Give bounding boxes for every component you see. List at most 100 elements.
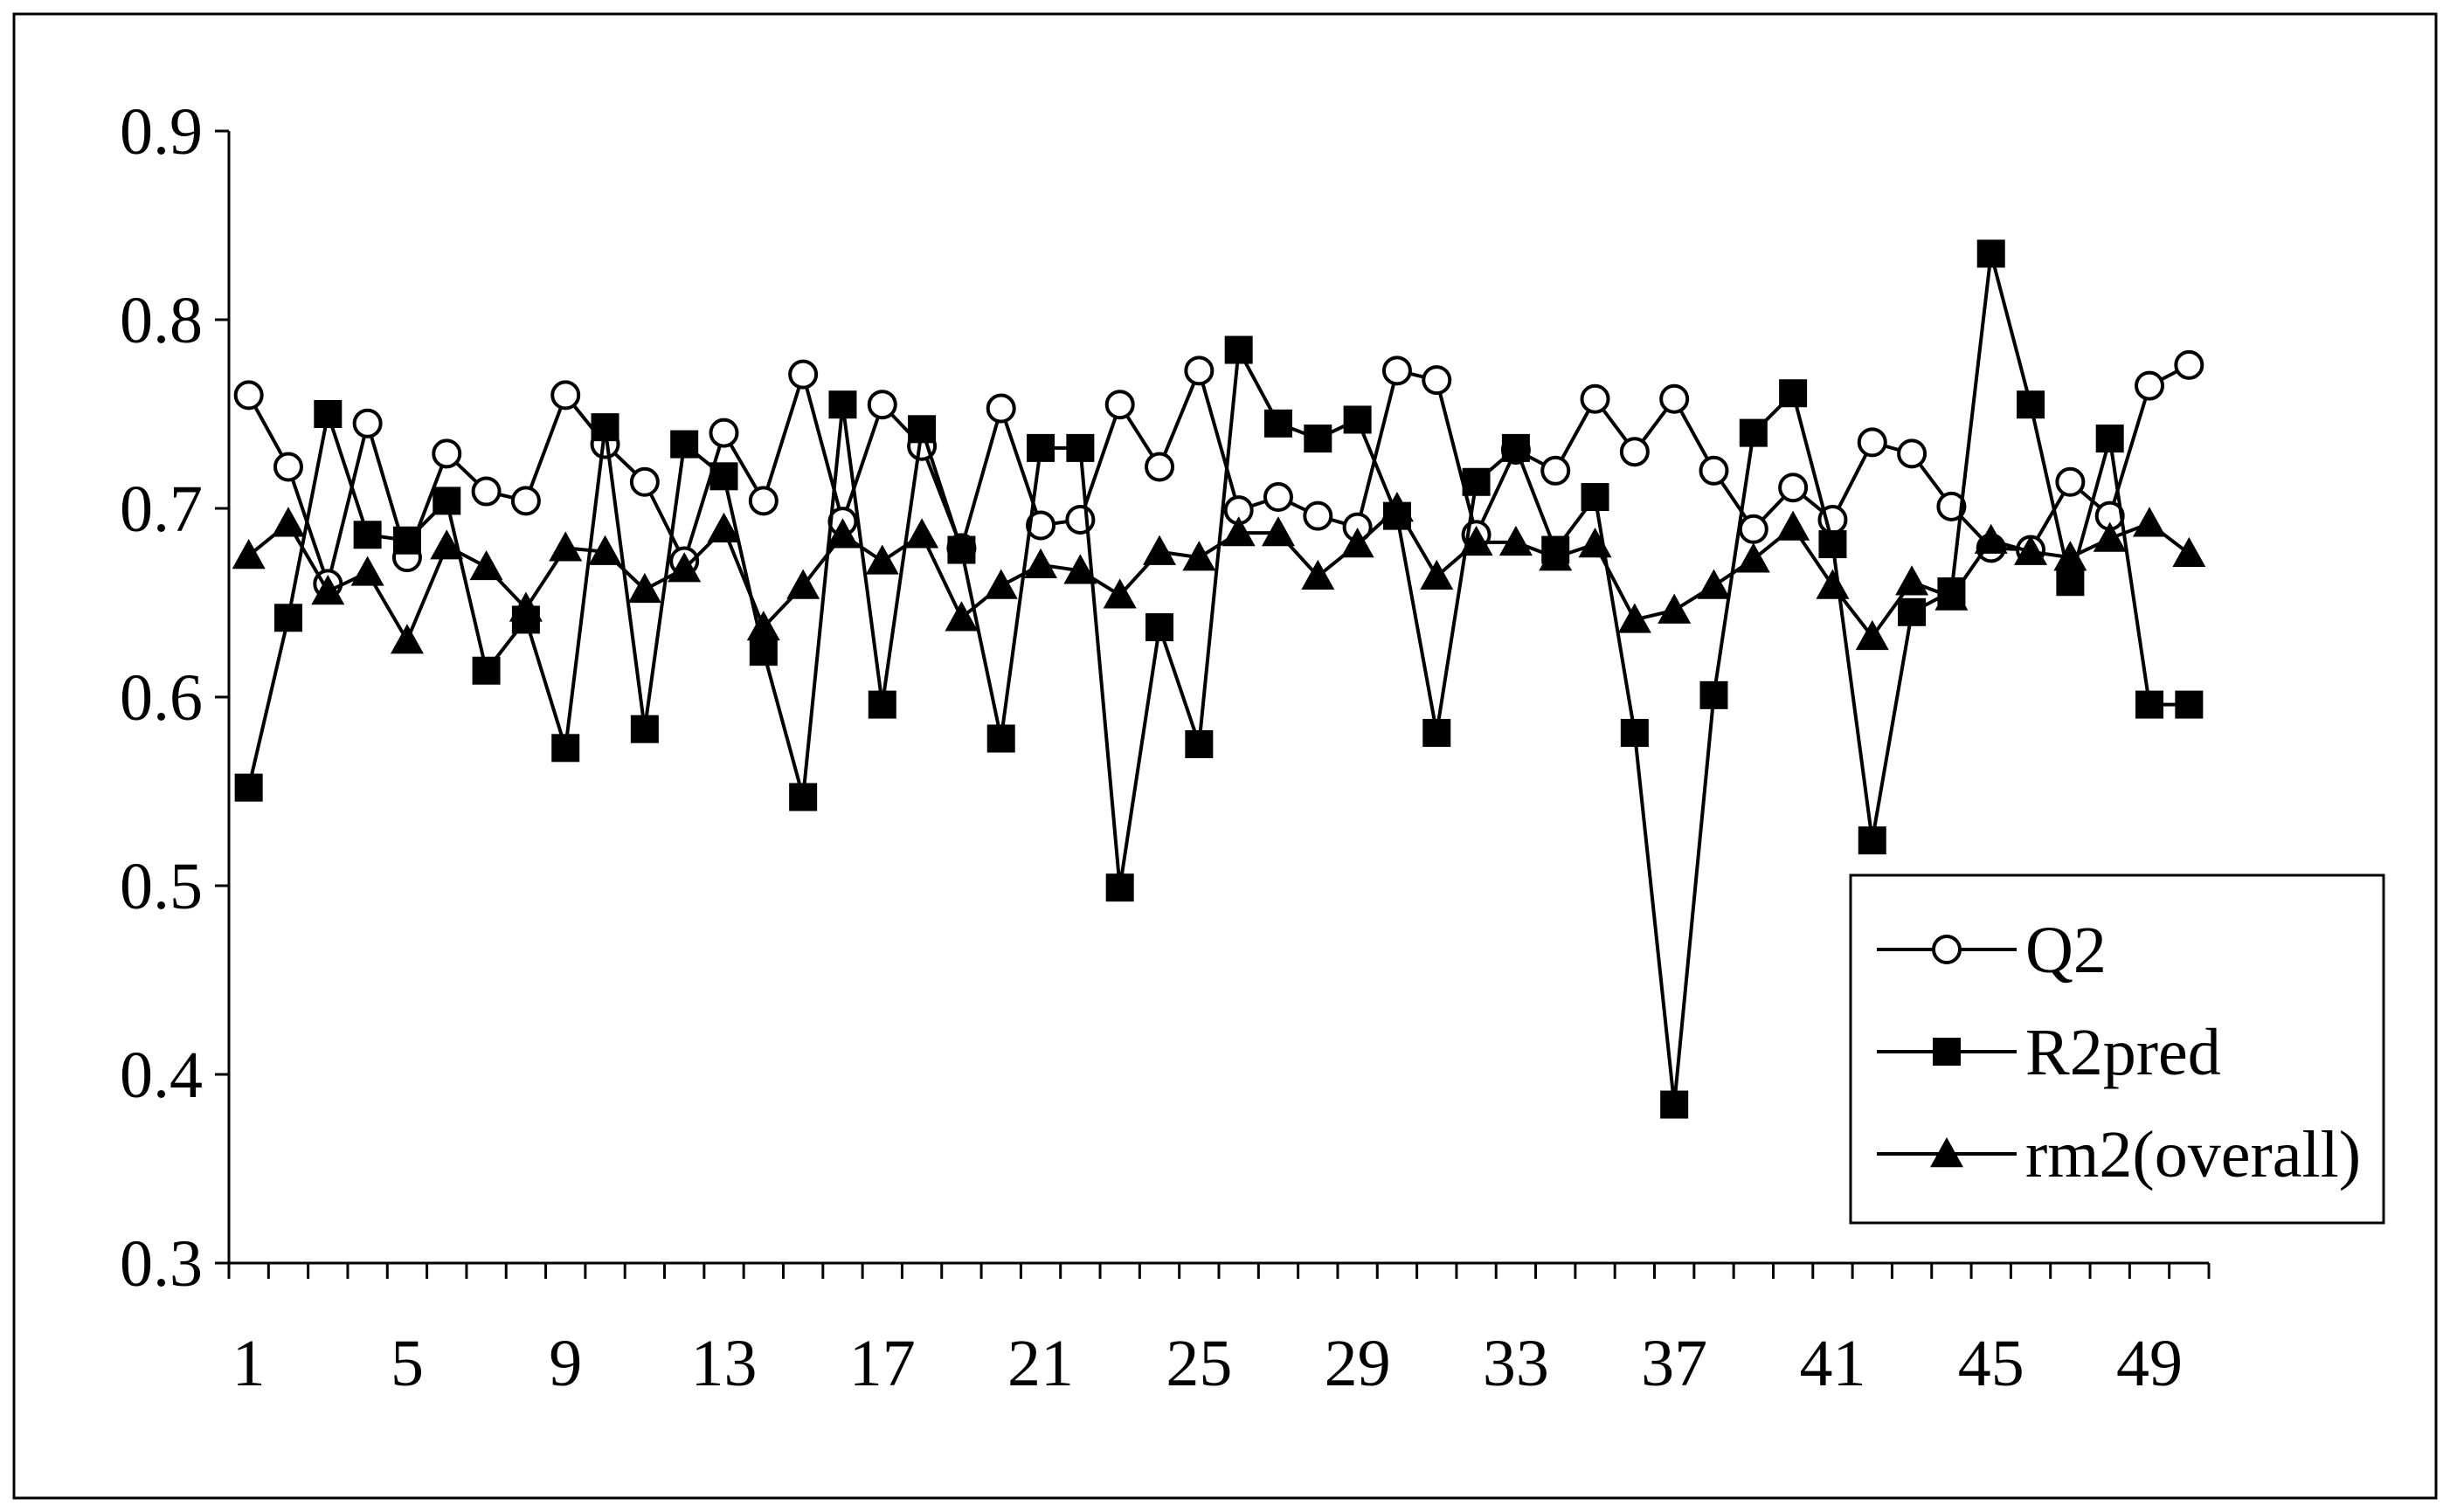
- data-point-q2: [1145, 452, 1175, 482]
- data-point-q2: [2174, 349, 2204, 380]
- data-point-q2: [471, 476, 502, 507]
- data-point-rm2-overall: [1539, 541, 1573, 571]
- data-point-r2pred: [670, 430, 699, 459]
- x-tick-label: 29: [1325, 1327, 1391, 1400]
- legend-label-rm2-overall: rm2(overall): [2025, 1118, 2361, 1191]
- x-tick-label: 17: [849, 1327, 916, 1400]
- data-point-rm2-overall: [826, 518, 860, 549]
- data-point-rm2-overall: [588, 535, 622, 565]
- data-point-r2pred: [353, 521, 382, 549]
- legend-marker-rm2-overall: [1930, 1137, 1963, 1168]
- data-point-rm2-overall: [1459, 525, 1493, 556]
- data-point-rm2-overall: [1182, 541, 1216, 571]
- legend-item-r2pred: R2pred: [1877, 1016, 2221, 1089]
- data-point-rm2-overall: [350, 556, 384, 586]
- data-point-q2: [709, 418, 739, 448]
- data-point-q2: [273, 452, 303, 482]
- data-point-q2: [1699, 455, 1729, 486]
- data-point-r2pred: [749, 638, 778, 666]
- data-point-r2pred: [789, 783, 818, 811]
- data-point-q2: [550, 380, 581, 411]
- data-point-r2pred: [1066, 433, 1095, 462]
- data-point-r2pred: [472, 656, 501, 685]
- data-point-r2pred: [1818, 530, 1847, 559]
- data-point-r2pred: [591, 413, 619, 442]
- data-point-rm2-overall: [2053, 541, 2087, 571]
- data-point-q2: [867, 390, 897, 420]
- data-point-q2: [1619, 437, 1650, 467]
- data-point-rm2-overall: [1420, 559, 1454, 590]
- data-point-q2: [2055, 466, 2086, 497]
- data-point-rm2-overall: [232, 539, 266, 570]
- data-point-rm2-overall: [945, 601, 979, 632]
- data-point-q2: [629, 466, 660, 497]
- data-point-rm2-overall: [1855, 619, 1889, 651]
- axes: 0.3 0.4 0.5 0.6 0.7 0.8 0.9 1 5 9 13 17 21 25 29 33 37 41…: [120, 95, 2211, 1400]
- data-point-r2pred: [2017, 390, 2045, 419]
- data-point-r2pred: [868, 690, 896, 719]
- data-point-rm2-overall: [2014, 535, 2048, 565]
- data-point-rm2-overall: [390, 624, 424, 654]
- data-point-rm2-overall: [1617, 603, 1651, 633]
- data-point-q2: [2135, 370, 2165, 401]
- data-point-rm2-overall: [1261, 516, 1295, 547]
- data-point-q2: [1381, 356, 1412, 386]
- x-tick-label: 45: [1958, 1327, 2024, 1400]
- data-point-q2: [1778, 473, 1809, 503]
- legend-item-rm2-overall: rm2(overall): [1877, 1118, 2361, 1191]
- data-point-rm2-overall: [549, 531, 583, 562]
- y-tick-label: 0.9: [120, 95, 203, 169]
- series-layer: [232, 239, 2206, 1119]
- data-point-rm2-overall: [1340, 528, 1374, 558]
- data-point-rm2-overall: [746, 611, 780, 641]
- data-point-r2pred: [630, 715, 659, 743]
- x-tick-label: 9: [549, 1327, 582, 1400]
- data-point-q2: [1303, 501, 1333, 531]
- x-tick-label: 13: [691, 1327, 758, 1400]
- data-point-r2pred: [1898, 597, 1927, 626]
- data-point-rm2-overall: [1697, 569, 1731, 599]
- data-point-r2pred: [1027, 433, 1055, 462]
- data-point-r2pred: [828, 390, 857, 419]
- data-point-r2pred: [433, 487, 461, 515]
- data-point-r2pred: [1581, 483, 1609, 512]
- data-point-r2pred: [1739, 418, 1768, 447]
- data-point-rm2-overall: [905, 518, 939, 549]
- data-point-q2: [1184, 356, 1215, 386]
- data-point-r2pred: [273, 604, 302, 632]
- data-point-q2: [1422, 365, 1452, 396]
- data-point-rm2-overall: [1974, 523, 2008, 554]
- data-point-r2pred: [1304, 425, 1332, 453]
- data-point-rm2-overall: [1816, 569, 1850, 599]
- y-tick-label: 0.4: [120, 1039, 203, 1112]
- data-point-r2pred: [2056, 568, 2085, 597]
- data-point-rm2-overall: [1658, 593, 1692, 624]
- data-point-q2: [1936, 491, 1967, 521]
- data-point-r2pred: [1343, 405, 1372, 434]
- x-tick-label: 37: [1641, 1327, 1707, 1400]
- data-point-q2: [432, 438, 462, 469]
- data-point-rm2-overall: [627, 572, 661, 604]
- data-point-rm2-overall: [707, 512, 741, 542]
- x-tick-label: 33: [1483, 1327, 1549, 1400]
- data-point-rm2-overall: [311, 575, 345, 605]
- data-point-rm2-overall: [668, 552, 702, 583]
- y-tick-label: 0.6: [120, 661, 203, 735]
- data-point-r2pred: [1976, 239, 2005, 268]
- data-point-q2: [986, 393, 1016, 424]
- data-point-r2pred: [1620, 719, 1649, 748]
- data-point-r2pred: [392, 526, 421, 555]
- y-tick-label: 0.8: [120, 284, 203, 357]
- y-tick-label: 0.7: [120, 473, 203, 546]
- data-point-q2: [352, 408, 383, 438]
- data-point-q2: [1580, 383, 1610, 414]
- series-rm2-overall: [232, 492, 2206, 654]
- data-point-r2pred: [314, 400, 343, 428]
- data-point-r2pred: [1224, 335, 1253, 364]
- data-point-r2pred: [2135, 690, 2164, 719]
- data-point-r2pred: [1699, 680, 1728, 709]
- legend-label-q2: Q2: [2025, 914, 2107, 987]
- data-point-r2pred: [1501, 433, 1530, 462]
- data-point-q2: [510, 486, 541, 516]
- data-point-q2: [1857, 427, 1887, 458]
